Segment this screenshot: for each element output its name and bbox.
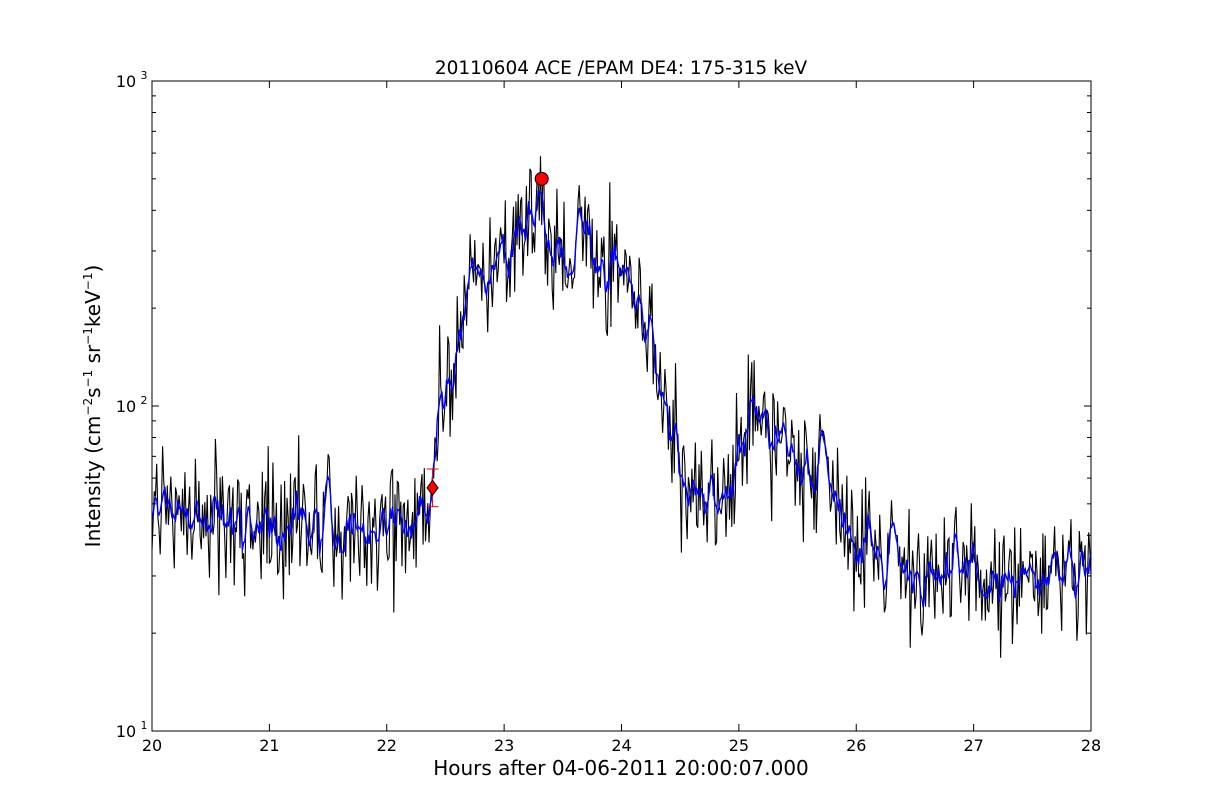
y-tick-label: 10 (116, 722, 136, 741)
x-tick-label: 27 (963, 736, 983, 755)
chart-title: 20110604 ACE /EPAM DE4: 175-315 keV (435, 58, 808, 79)
x-tick-label: 21 (259, 736, 279, 755)
series-smoothed-line (151, 190, 1092, 608)
x-tick-label: 25 (729, 736, 749, 755)
y-tick-label: 10 (116, 72, 136, 91)
x-tick-label: 23 (494, 736, 514, 755)
y-tick-exponent: 1 (141, 719, 148, 732)
plot-area (151, 156, 1092, 658)
y-tick-exponent: 3 (141, 69, 148, 82)
onset-marker (426, 479, 439, 497)
y-tick-exponent: 2 (141, 394, 148, 407)
x-tick-label: 20 (142, 736, 162, 755)
series-raw-line (151, 156, 1092, 658)
y-tick-label: 10 (116, 397, 136, 416)
y-axis-label: Intensity (cm−2s−1 sr−1keV−1) (81, 265, 105, 548)
x-tick-label: 22 (377, 736, 397, 755)
x-tick-label: 26 (846, 736, 866, 755)
x-tick-label: 28 (1081, 736, 1101, 755)
axes-frame (151, 80, 1092, 732)
peak-marker (534, 171, 549, 186)
x-tick-label: 24 (611, 736, 631, 755)
x-axis-label: Hours after 04-06-2011 20:00:07.000 (433, 756, 809, 780)
axes-ticks: 20 21 22 23 24 25 26 27 28 10 1 10 2 10 3 (116, 69, 1101, 755)
